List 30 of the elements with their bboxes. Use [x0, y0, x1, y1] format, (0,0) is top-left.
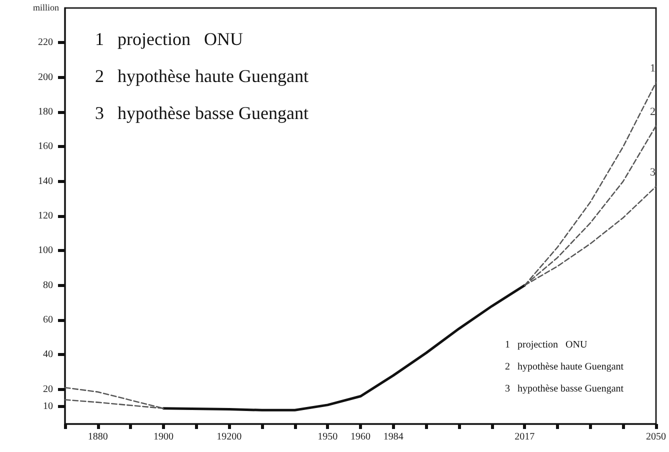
x-tick-label: 1880 [88, 432, 108, 442]
series-label: 2 [650, 106, 656, 118]
y-tick-label: 80 [43, 280, 53, 291]
y-axis-title: million [32, 2, 60, 12]
series-label: 1 [650, 62, 656, 75]
annotation: 3 hypothèse basse Guengant [505, 384, 624, 394]
annotation: 1 projection ONU [505, 340, 588, 350]
annotation: 3 hypothèse basse Guengant [95, 103, 308, 123]
x-tick-label: 1984 [383, 432, 404, 442]
y-tick-label: 220 [38, 37, 53, 48]
y-tick-label: 160 [38, 141, 53, 152]
y-tick-label: 10 [43, 401, 53, 412]
y-tick-label: 20 [43, 384, 53, 395]
x-tick-label: 2050 [646, 432, 666, 442]
annotation: 2 hypothèse haute Guengant [95, 66, 308, 86]
y-tick-label: 40 [43, 349, 53, 360]
x-tick-label: 1900 [154, 432, 174, 442]
series-label: 3 [650, 166, 656, 179]
y-tick-label: 180 [38, 106, 53, 118]
y-tick-label: 60 [43, 314, 53, 326]
y-tick-label: 140 [38, 176, 53, 187]
y-tick-label: 200 [38, 72, 53, 83]
annotation: 1 projection ONU [95, 29, 243, 49]
annotation: 2 hypothèse haute Guengant [505, 362, 624, 372]
y-tick-label: 100 [38, 245, 53, 256]
x-tick-label: 1960 [350, 432, 370, 442]
x-tick-label: 1950 [318, 432, 338, 442]
x-tick-label: 19200 [216, 432, 242, 442]
x-tick-label: 2017 [514, 432, 535, 442]
y-tick-label: 120 [38, 210, 53, 222]
